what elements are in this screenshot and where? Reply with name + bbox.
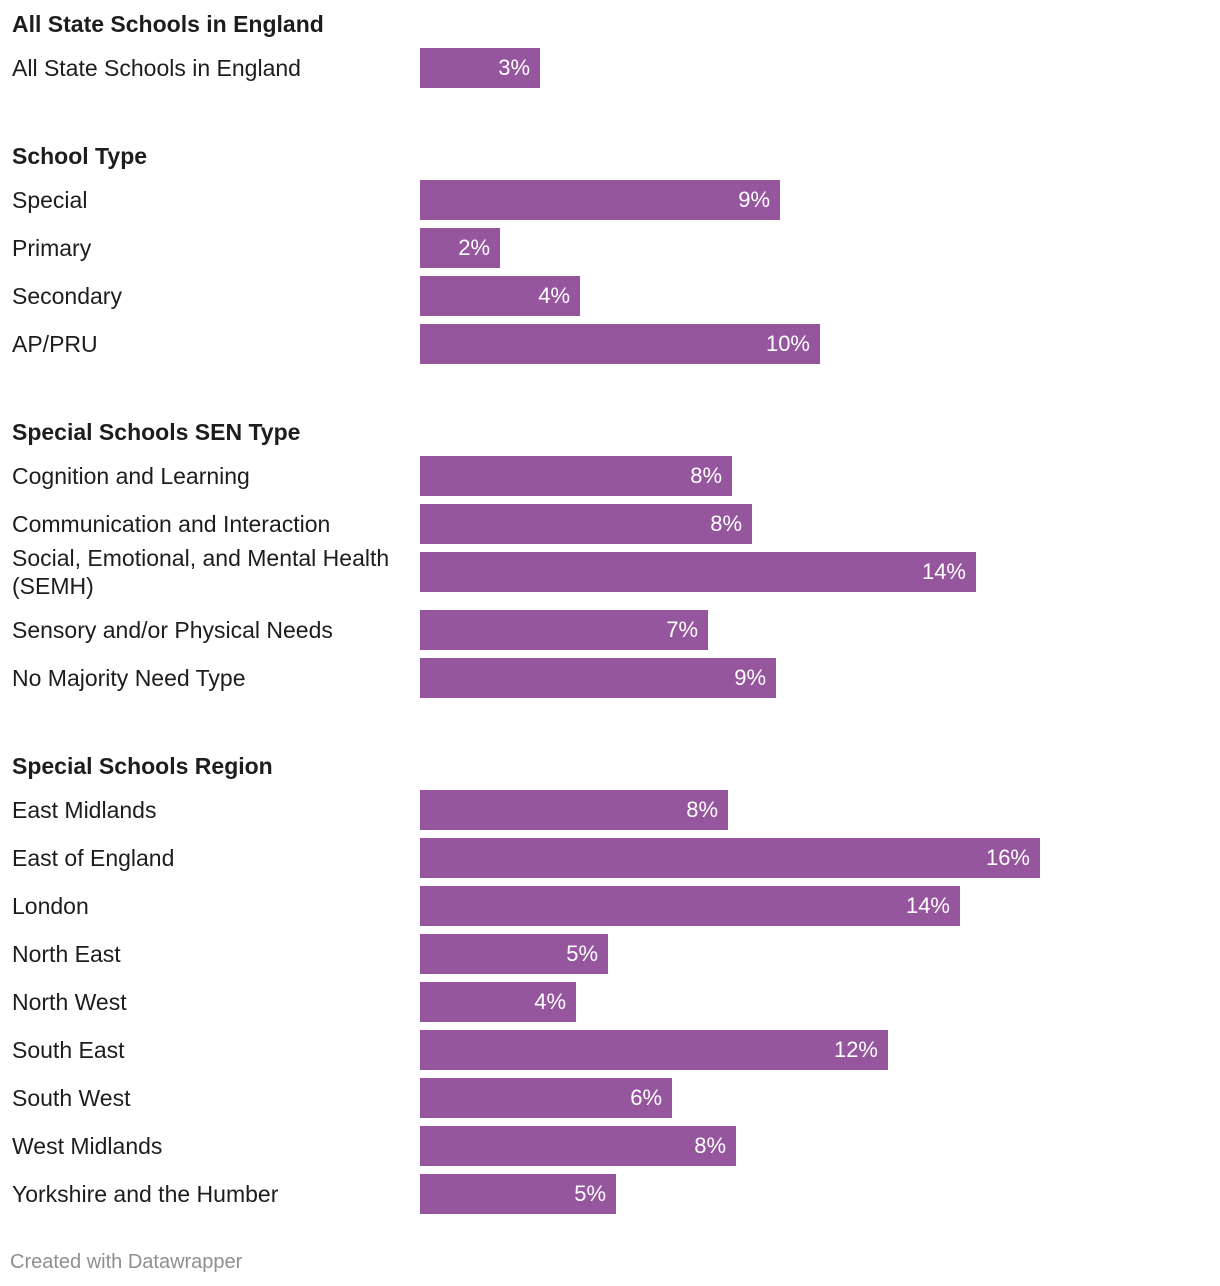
- category-label: Yorkshire and the Humber: [12, 1181, 279, 1207]
- bar: 4%: [420, 982, 576, 1022]
- category-label: North West: [12, 989, 127, 1015]
- category-label: Communication and Interaction: [12, 511, 331, 537]
- bar: 2%: [420, 228, 500, 268]
- bar-row: North West 4%: [0, 982, 1220, 1022]
- bar-row: Special 9%: [0, 180, 1220, 220]
- bar: 8%: [420, 790, 728, 830]
- bar-value-label: 7%: [666, 617, 698, 642]
- bar: 3%: [420, 48, 540, 88]
- bar-row: South West 6%: [0, 1078, 1220, 1118]
- bar-value-label: 5%: [566, 941, 598, 966]
- bar: 6%: [420, 1078, 672, 1118]
- bar-value-label: 12%: [833, 1037, 878, 1062]
- bar: 16%: [420, 838, 1040, 878]
- category-label: Secondary: [12, 283, 122, 309]
- bar: 10%: [420, 324, 820, 364]
- bar: 9%: [420, 180, 780, 220]
- bar-row: Sensory and/or Physical Needs 7%: [0, 610, 1220, 650]
- bar-value-label: 5%: [574, 1181, 606, 1206]
- category-label: Sensory and/or Physical Needs: [12, 617, 333, 643]
- group-title: All State Schools in England: [12, 11, 324, 37]
- category-label: East Midlands: [12, 797, 157, 823]
- bar-row: Secondary 4%: [0, 276, 1220, 316]
- bar-chart: All State Schools in England All State Sc…: [0, 11, 1220, 1214]
- category-label: East of England: [12, 845, 175, 871]
- bar: 8%: [420, 1126, 736, 1166]
- bar-row: Social, Emotional, and Mental Health (SE…: [0, 545, 1220, 599]
- bar-value-label: 8%: [686, 797, 718, 822]
- bar-row: East Midlands 8%: [0, 790, 1220, 830]
- category-label: Primary: [12, 235, 92, 261]
- bar: 14%: [420, 886, 960, 926]
- bar: 5%: [420, 1174, 616, 1214]
- bar: 12%: [420, 1030, 888, 1070]
- bar: 8%: [420, 504, 752, 544]
- bar-row: East of England 16%: [0, 838, 1220, 878]
- category-label: All State Schools in England: [12, 55, 301, 81]
- group-title: School Type: [12, 143, 148, 169]
- bar-value-label: 3%: [498, 55, 530, 80]
- bar-row: West Midlands 8%: [0, 1126, 1220, 1166]
- bar: 5%: [420, 934, 608, 974]
- bar: 9%: [420, 658, 776, 698]
- category-label: South East: [12, 1037, 125, 1063]
- bar-row: Communication and Interaction 8%: [0, 504, 1220, 544]
- category-label: West Midlands: [12, 1133, 163, 1159]
- bar-value-label: 14%: [921, 559, 966, 584]
- bar-value-label: 4%: [538, 283, 570, 308]
- category-label: Cognition and Learning: [12, 463, 250, 489]
- category-label: No Majority Need Type: [12, 665, 246, 691]
- datawrapper-credit: Created with Datawrapper: [10, 1251, 243, 1273]
- bar: 4%: [420, 276, 580, 316]
- bar-value-label: 2%: [458, 235, 490, 260]
- bar-row: South East 12%: [0, 1030, 1220, 1070]
- bar-row: Cognition and Learning 8%: [0, 456, 1220, 496]
- group-title: Special Schools SEN Type: [12, 419, 301, 445]
- bar: 8%: [420, 456, 732, 496]
- bar-value-label: 9%: [734, 665, 766, 690]
- category-label: North East: [12, 941, 121, 967]
- category-label: AP/PRU: [12, 331, 98, 357]
- bar-value-label: 16%: [985, 845, 1030, 870]
- bar-value-label: 8%: [710, 511, 742, 536]
- category-label: Special: [12, 187, 88, 213]
- bar-row: North East 5%: [0, 934, 1220, 974]
- bar: 7%: [420, 610, 708, 650]
- category-label: London: [12, 893, 89, 919]
- category-label: South West: [12, 1085, 131, 1111]
- bar-value-label: 9%: [738, 187, 770, 212]
- bar-value-label: 8%: [690, 463, 722, 488]
- bar-row: London 14%: [0, 886, 1220, 926]
- bar-row: Yorkshire and the Humber 5%: [0, 1174, 1220, 1214]
- bar-value-label: 6%: [630, 1085, 662, 1110]
- bar-row: AP/PRU 10%: [0, 324, 1220, 364]
- category-label: Social, Emotional, and Mental Health (SE…: [12, 545, 390, 599]
- bar-value-label: 8%: [694, 1133, 726, 1158]
- bar-row: All State Schools in England 3%: [0, 48, 1220, 88]
- bar-value-label: 4%: [534, 989, 566, 1014]
- bar-row: Primary 2%: [0, 228, 1220, 268]
- bar: 14%: [420, 552, 976, 592]
- bar-value-label: 10%: [765, 331, 810, 356]
- bar-value-label: 14%: [905, 893, 950, 918]
- group-title: Special Schools Region: [12, 753, 273, 779]
- bar-row: No Majority Need Type 9%: [0, 658, 1220, 698]
